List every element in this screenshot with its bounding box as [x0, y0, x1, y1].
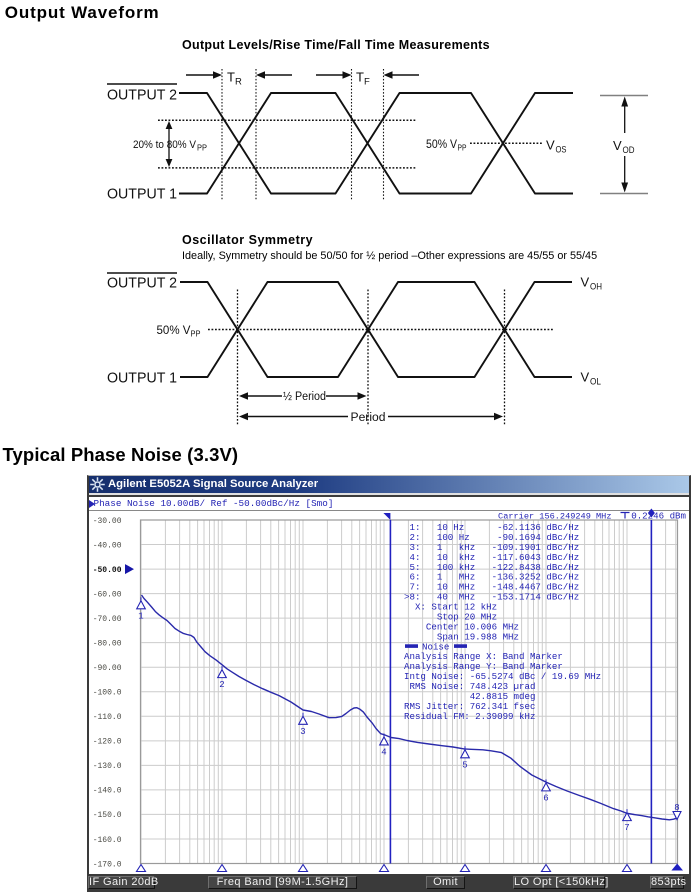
- svg-text:-100.0: -100.0: [93, 689, 122, 698]
- svg-text:-70.00: -70.00: [93, 615, 122, 624]
- svg-text:8: 8: [674, 803, 679, 813]
- svg-text:RMS Jitter: 762.341 fsec: RMS Jitter: 762.341 fsec: [404, 701, 535, 712]
- svg-text:3: 1 kHz -109.1901 dBc/H: 3: 1 kHz -109.1901 dBc/Hz: [404, 542, 579, 553]
- svg-text:V: V: [546, 138, 555, 153]
- svg-text:Period: Period: [351, 412, 386, 424]
- svg-text:42.8815 mdeg: 42.8815 mdeg: [404, 691, 535, 702]
- svg-text:PP: PP: [191, 329, 201, 339]
- svg-text:RMS Noise: 748.423 µrad: RMS Noise: 748.423 µrad: [404, 681, 535, 692]
- svg-text:½ Period: ½ Period: [283, 391, 326, 403]
- svg-text:Stop 20 MHz: Stop 20 MHz: [404, 611, 497, 622]
- svg-text:50% V: 50% V: [157, 325, 191, 337]
- svg-text:-30.00: -30.00: [93, 517, 122, 526]
- svg-text:OH: OH: [590, 282, 602, 293]
- svg-text:T: T: [227, 70, 235, 85]
- svg-text:R: R: [235, 77, 242, 88]
- svg-text:4: 10 kHz -117.6043 dBc/H: 4: 10 kHz -117.6043 dBc/Hz: [404, 552, 579, 563]
- svg-text:V: V: [581, 275, 590, 290]
- svg-text:OD: OD: [623, 145, 635, 156]
- svg-text:OUTPUT 1: OUTPUT 1: [107, 370, 177, 387]
- svg-text:6: 6: [543, 793, 548, 803]
- svg-text:-120.0: -120.0: [93, 738, 122, 747]
- svg-text:5: 5: [462, 760, 467, 770]
- svg-text:-80.00: -80.00: [93, 639, 122, 648]
- svg-text:-170.0: -170.0: [93, 860, 122, 869]
- svg-text:Intg Noise: -65.5274 dBc / 19.: Intg Noise: -65.5274 dBc / 19.69 MHz: [404, 671, 601, 682]
- svg-text:T: T: [356, 70, 364, 85]
- svg-text:4: 4: [381, 747, 386, 757]
- svg-text:-140.0: -140.0: [93, 787, 122, 796]
- svg-text:Noise: Noise: [422, 641, 449, 652]
- svg-text:V: V: [581, 370, 590, 385]
- svg-text:Analysis Range Y: Band Marker: Analysis Range Y: Band Marker: [404, 661, 563, 672]
- svg-text:X: Start 12 kHz: X: Start 12 kHz: [404, 602, 497, 613]
- svg-text:Analysis Range X: Band Marker: Analysis Range X: Band Marker: [404, 651, 563, 662]
- svg-text:-110.0: -110.0: [93, 713, 122, 722]
- svg-text:6: 1 MHz -136.3252 dBc/H: 6: 1 MHz -136.3252 dBc/Hz: [404, 572, 579, 583]
- svg-text:2: 100 Hz -90.1694 dBc/H: 2: 100 Hz -90.1694 dBc/Hz: [404, 532, 579, 543]
- svg-text:-150.0: -150.0: [93, 811, 122, 820]
- svg-text:>8: 40 MHz -153.1714 dBc/: >8: 40 MHz -153.1714 dBc/Hz: [404, 592, 579, 603]
- svg-text:Residual FM: 2.39099 kHz: Residual FM: 2.39099 kHz: [404, 711, 535, 722]
- svg-text:0.2246 dBm: 0.2246 dBm: [631, 511, 686, 522]
- svg-text:OUTPUT 2: OUTPUT 2: [107, 87, 177, 104]
- svg-text:2: 2: [219, 680, 224, 690]
- svg-text:OL: OL: [590, 377, 601, 388]
- svg-text:-40.00: -40.00: [93, 541, 122, 550]
- svg-text:Carrier 156.249249 MHz: Carrier 156.249249 MHz: [498, 512, 611, 522]
- svg-text:3: 3: [300, 727, 305, 737]
- svg-text:OS: OS: [556, 145, 567, 156]
- svg-text:-50.00: -50.00: [93, 566, 122, 575]
- svg-text:V: V: [613, 138, 622, 153]
- svg-text:Span 19.988 MHz: Span 19.988 MHz: [404, 631, 519, 642]
- svg-text:F: F: [364, 77, 370, 88]
- svg-text:-130.0: -130.0: [93, 762, 122, 771]
- svg-text:Center 10.006 MHz: Center 10.006 MHz: [404, 621, 519, 632]
- svg-text:PP: PP: [197, 143, 207, 153]
- svg-text:50% V: 50% V: [426, 139, 457, 151]
- svg-text:1: 10 Hz -62.1136 dBc/H: 1: 10 Hz -62.1136 dBc/Hz: [404, 522, 579, 533]
- svg-text:PP: PP: [458, 143, 467, 153]
- svg-text:7: 7: [624, 823, 629, 833]
- svg-text:7: 10 MHz -148.4467 dBc/H: 7: 10 MHz -148.4467 dBc/Hz: [404, 582, 579, 593]
- svg-text:-60.00: -60.00: [93, 590, 122, 599]
- svg-text:20% to 80% V: 20% to 80% V: [133, 139, 197, 151]
- svg-text:-90.00: -90.00: [93, 664, 122, 673]
- svg-text:5: 100 kHz -122.8438 dBc/H: 5: 100 kHz -122.8438 dBc/Hz: [404, 562, 579, 573]
- svg-text:1: 1: [138, 611, 143, 621]
- svg-text:OUTPUT 2: OUTPUT 2: [107, 275, 177, 292]
- svg-text:-160.0: -160.0: [93, 836, 122, 845]
- svg-text:OUTPUT 1: OUTPUT 1: [107, 186, 177, 203]
